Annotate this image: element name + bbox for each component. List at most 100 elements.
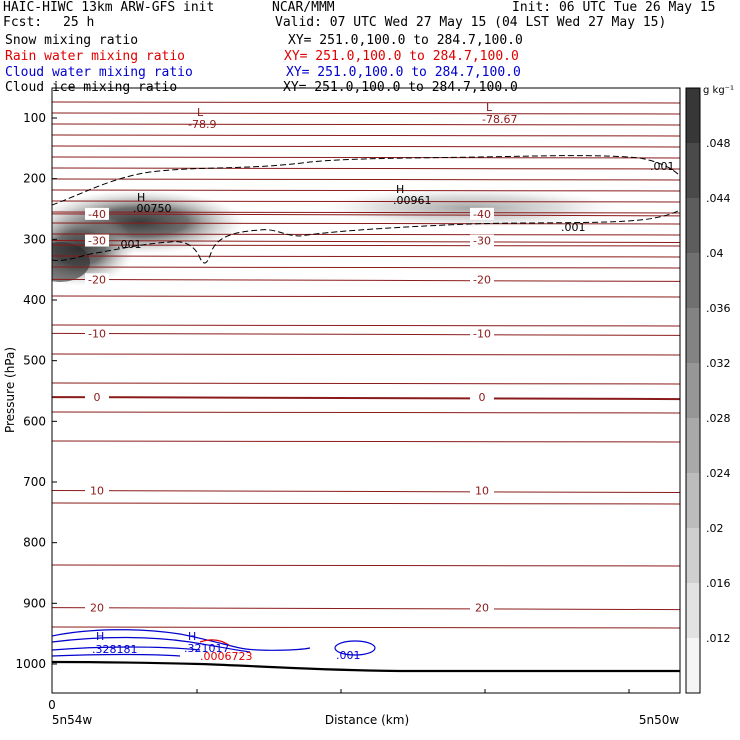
x-left-endpoint: 5n54w <box>52 713 93 727</box>
x-tick-zero: 0 <box>48 698 56 712</box>
y-axis: 100 200 300 400 500 600 700 800 900 1000 <box>15 111 57 671</box>
extremum-marker: L <box>486 101 493 114</box>
isotherm-label-bg <box>85 601 109 614</box>
colorbar-level: .02 <box>706 522 724 535</box>
y-tick-label: 900 <box>23 596 46 610</box>
isotherm-label-bg <box>470 234 494 247</box>
y-tick-label: 300 <box>23 232 46 246</box>
ice-contour-upper <box>52 155 680 206</box>
colorbar-level: .024 <box>706 467 731 480</box>
isotherm-label: 0 <box>479 391 486 404</box>
isotherm-labeled <box>52 278 680 283</box>
isotherm-label-bg <box>470 601 494 614</box>
colorbar-level: .032 <box>706 357 731 370</box>
colorbar: .012 .016 .02 .024 .028 .032 .036 .04 .044 .048 <box>685 87 731 694</box>
isotherm-label-bg <box>85 234 109 247</box>
isotherm-label-bg <box>85 207 109 220</box>
isotherm-line <box>52 324 680 327</box>
contour-value-label: .001 <box>117 238 142 251</box>
isotherm-label-bg <box>470 327 494 340</box>
extremum-marker: H <box>96 630 104 643</box>
y-tick-label: 200 <box>23 172 46 186</box>
isotherm-labeled <box>52 332 680 337</box>
y-tick-label: 500 <box>23 354 46 368</box>
isotherm-label-bg <box>85 391 109 404</box>
x-axis-title: Distance (km) <box>325 713 409 727</box>
isotherm-label: -20 <box>473 273 491 286</box>
isotherm-line <box>52 411 680 414</box>
mixing-ratio-shading <box>52 188 620 286</box>
contour-value-label: .001 <box>336 649 361 662</box>
extremum-value: .321017 <box>184 642 230 655</box>
colorbar-swatch <box>686 253 700 308</box>
y-tick-label: 1000 <box>15 657 46 671</box>
contour-value-label: .001 <box>650 160 675 173</box>
colorbar-swatch <box>686 88 700 143</box>
isotherm-line <box>52 266 680 269</box>
colorbar-swatch <box>686 528 700 583</box>
colorbar-level: .016 <box>706 577 731 590</box>
isotherm-line <box>52 145 680 148</box>
y-tick-label: 700 <box>23 475 46 489</box>
isotherm-line <box>52 112 680 115</box>
temperature-isotherms: -40 -40 -30 -30 -20 -20 -10 -10 0 0 10 10 20 20 <box>52 101 680 629</box>
isotherm-label: -10 <box>473 327 491 340</box>
extremum-marker: H <box>137 191 145 204</box>
forecast-hours: 25 h <box>63 15 95 30</box>
plot-frame <box>51 87 681 694</box>
extremum-marker: L <box>197 106 204 119</box>
isotherm-line <box>52 178 680 181</box>
isotherm-label: 20 <box>475 602 489 615</box>
isotherm-line <box>52 626 680 629</box>
isotherm-label: -40 <box>473 208 491 221</box>
y-tick-label: 100 <box>23 111 46 125</box>
isotherm-label: 0 <box>94 391 101 404</box>
forecast-label: Fcst: <box>3 15 43 30</box>
colorbar-level: .028 <box>706 412 731 425</box>
extremum-marker: H <box>188 630 196 643</box>
colorbar-level: .048 <box>706 137 731 150</box>
extremum-value: -78.9 <box>188 118 216 131</box>
isotherm-line <box>52 255 680 258</box>
extremum-value: .328181 <box>92 643 138 656</box>
extremum-value: .0006723 <box>200 650 253 663</box>
isotherm-labeled <box>52 396 680 401</box>
isotherm-label: -20 <box>88 273 106 286</box>
isotherm-label: 10 <box>475 484 489 497</box>
colorbar-level: .044 <box>706 192 731 205</box>
cloud-water-contours <box>52 629 376 657</box>
isotherm-line <box>52 167 680 170</box>
isotherm-labeled <box>52 489 680 494</box>
isotherm-line <box>52 353 680 356</box>
isotherm-line <box>52 134 680 137</box>
colorbar-swatch <box>686 363 700 418</box>
colorbar-swatch <box>686 638 700 693</box>
isotherm-labeled <box>52 607 680 611</box>
x-axis: 0 5n54w Distance (km) 5n50w <box>48 689 679 727</box>
field-xy-cloud-water: XY= 251.0,100.0 to 284.7,100.0 <box>286 65 521 80</box>
isotherm-label: -40 <box>88 208 106 221</box>
extrema-labels: L -78.9 L -78.67 H .00750 H .00961 H .32… <box>92 101 675 663</box>
field-name-rain: Rain water mixing ratio <box>5 49 186 64</box>
isotherm-label-bg <box>85 327 109 340</box>
colorbar-swatch <box>686 143 700 198</box>
extremum-value: -78.67 <box>482 113 517 126</box>
isotherm-label-bg <box>470 391 494 404</box>
colorbar-swatch <box>686 473 700 528</box>
isotherm-line <box>52 382 680 385</box>
isotherm-label: 10 <box>90 484 104 497</box>
isotherm-line <box>52 502 680 505</box>
colorbar-swatch <box>686 418 700 473</box>
isotherm-label: -10 <box>88 327 106 340</box>
colorbar-level: .04 <box>706 247 724 260</box>
colorbar-frame <box>685 87 701 694</box>
institution-label: NCAR/MMM <box>272 0 335 15</box>
extremum-marker: H <box>396 183 404 196</box>
isotherm-line <box>52 564 680 567</box>
ice-contour-lower <box>52 209 680 264</box>
isotherm-label: -30 <box>88 235 106 248</box>
y-tick-label: 400 <box>23 293 46 307</box>
field-name-cloud-water: Cloud water mixing ratio <box>5 65 193 80</box>
